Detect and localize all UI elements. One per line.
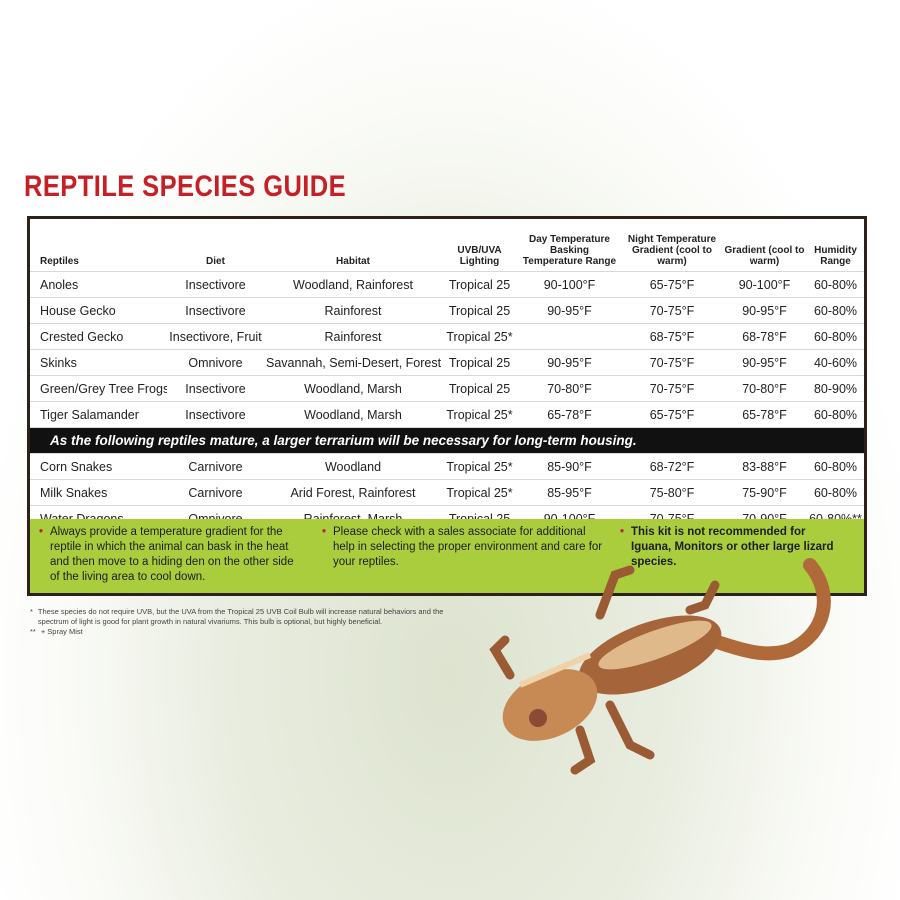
column-header: Gradient (cool to warm) bbox=[722, 219, 807, 272]
footnotes: * These species do not require UVB, but t… bbox=[30, 607, 450, 637]
footnote-mark: * bbox=[30, 607, 33, 616]
table-cell: Insectivore bbox=[167, 297, 264, 324]
table-cell: 65-75°F bbox=[622, 401, 722, 428]
footnote: * These species do not require UVB, but t… bbox=[30, 607, 450, 627]
table-cell: Woodland bbox=[264, 453, 442, 480]
table-cell: 60-80% bbox=[807, 401, 864, 428]
table-cell: 60-80% bbox=[807, 453, 864, 480]
table-cell: Insectivore bbox=[167, 271, 264, 298]
table-cell: 70-75°F bbox=[622, 375, 722, 402]
table-cell: 90-95°F bbox=[722, 349, 807, 376]
table-cell: 40-60% bbox=[807, 349, 864, 376]
column-header: Habitat bbox=[264, 219, 442, 272]
table-cell: Insectivore bbox=[167, 401, 264, 428]
table-cell: 70-80°F bbox=[722, 375, 807, 402]
table-cell: Rainforest bbox=[264, 323, 442, 350]
table-cell: Tiger Salamander bbox=[30, 401, 167, 428]
table-cell: Insectivore, Fruit bbox=[167, 323, 264, 350]
table-cell: Green/Grey Tree Frogs bbox=[30, 375, 167, 402]
table-cell: 70-80°F bbox=[517, 375, 622, 402]
table-cell: Rainforest bbox=[264, 297, 442, 324]
table-cell: 65-78°F bbox=[517, 401, 622, 428]
column-header: Diet bbox=[167, 219, 264, 272]
table-cell: Tropical 25 bbox=[442, 271, 517, 298]
table-row: Corn Snakes Carnivore Woodland Tropical 25*… bbox=[30, 453, 864, 480]
table-cell: 70-75°F bbox=[622, 297, 722, 324]
table-cell: Tropical 25 bbox=[442, 297, 517, 324]
table-cell: 83-88°F bbox=[722, 453, 807, 480]
table-cell: 90-100°F bbox=[722, 271, 807, 298]
species-table: Reptiles Diet Habitat UVB/UVA Lighting Day T… bbox=[30, 219, 864, 532]
note: Please check with a sales associate for … bbox=[313, 519, 611, 593]
footnote-text: These species do not require UVB, but th… bbox=[37, 607, 444, 626]
table-cell: 70-75°F bbox=[622, 349, 722, 376]
table-row: Milk Snakes Carnivore Arid Forest, Rainfor… bbox=[30, 479, 864, 506]
table-cell: 75-80°F bbox=[622, 479, 722, 506]
table-cell: Skinks bbox=[30, 349, 167, 376]
table-row: Skinks Omnivore Savannah, Semi-Desert, For… bbox=[30, 349, 864, 376]
table-cell: Crested Gecko bbox=[30, 323, 167, 350]
table-cell: 75-90°F bbox=[722, 479, 807, 506]
table-cell: Woodland, Rainforest bbox=[264, 271, 442, 298]
table-cell: Tropical 25* bbox=[442, 401, 517, 428]
table-cell: Woodland, Marsh bbox=[264, 375, 442, 402]
table-cell: Tropical 25* bbox=[442, 323, 517, 350]
table-cell: Carnivore bbox=[167, 453, 264, 480]
table-row: House Gecko Insectivore Rainforest Tropical… bbox=[30, 297, 864, 324]
table-cell: 60-80% bbox=[807, 297, 864, 324]
table-cell: Arid Forest, Rainforest bbox=[264, 479, 442, 506]
table-cell: 65-78°F bbox=[722, 401, 807, 428]
note: Always provide a temperature gradient fo… bbox=[30, 519, 313, 593]
table-cell: Tropical 25* bbox=[442, 479, 517, 506]
table-cell: Anoles bbox=[30, 271, 167, 298]
table-cell: 60-80% bbox=[807, 271, 864, 298]
table-cell: 85-95°F bbox=[517, 479, 622, 506]
footnote-mark: ** bbox=[30, 627, 36, 636]
table-cell: Savannah, Semi-Desert, Forest bbox=[264, 349, 442, 376]
table-cell: 90-100°F bbox=[517, 271, 622, 298]
table-cell: Milk Snakes bbox=[30, 479, 167, 506]
table-cell bbox=[517, 323, 622, 350]
table-cell: 90-95°F bbox=[517, 297, 622, 324]
table-cell: Tropical 25* bbox=[442, 453, 517, 480]
column-header: UVB/UVA Lighting bbox=[442, 219, 517, 272]
column-header: Night Temperature Gradient (cool to warm… bbox=[622, 219, 722, 272]
table-cell: House Gecko bbox=[30, 297, 167, 324]
table-cell: 65-75°F bbox=[622, 271, 722, 298]
table-cell: 60-80% bbox=[807, 323, 864, 350]
table-row: Green/Grey Tree Frogs Insectivore Woodland… bbox=[30, 375, 864, 402]
table-cell: 68-78°F bbox=[722, 323, 807, 350]
table-cell: 68-75°F bbox=[622, 323, 722, 350]
table-cell: 85-90°F bbox=[517, 453, 622, 480]
note: This kit is not recommended for Iguana, … bbox=[611, 519, 854, 593]
column-header: Day Temperature Basking Temperature Rang… bbox=[517, 219, 622, 272]
table-cell: Tropical 25 bbox=[442, 349, 517, 376]
table-cell: 80-90% bbox=[807, 375, 864, 402]
title: REPTILE SPECIES GUIDE bbox=[24, 170, 347, 203]
table-cell: 90-95°F bbox=[722, 297, 807, 324]
footnote-text: + Spray Mist bbox=[40, 627, 83, 636]
table-cell: Insectivore bbox=[167, 375, 264, 402]
table-cell: Corn Snakes bbox=[30, 453, 167, 480]
column-header: Reptiles bbox=[30, 219, 167, 272]
notes-panel: Always provide a temperature gradient fo… bbox=[30, 519, 864, 593]
table-cell: 90-95°F bbox=[517, 349, 622, 376]
table-cell: Omnivore bbox=[167, 349, 264, 376]
banner-row: As the following reptiles mature, a larg… bbox=[30, 427, 864, 454]
gecko-illustration bbox=[489, 558, 831, 775]
table-cell: 68-72°F bbox=[622, 453, 722, 480]
header-row: Reptiles Diet Habitat UVB/UVA Lighting Day T… bbox=[30, 219, 864, 272]
table-row: Crested Gecko Insectivore, Fruit Rainfores… bbox=[30, 323, 864, 350]
table-row: Anoles Insectivore Woodland, Rainforest Tro… bbox=[30, 271, 864, 298]
column-header: Humidity Range bbox=[807, 219, 864, 272]
footnote: ** + Spray Mist bbox=[30, 627, 450, 637]
table-cell: Tropical 25 bbox=[442, 375, 517, 402]
banner-text: As the following reptiles mature, a larg… bbox=[30, 427, 864, 454]
table-cell: Carnivore bbox=[167, 479, 264, 506]
table-cell: 60-80% bbox=[807, 479, 864, 506]
guide-table-box: Reptiles Diet Habitat UVB/UVA Lighting Day T… bbox=[27, 216, 867, 596]
table-cell: Woodland, Marsh bbox=[264, 401, 442, 428]
table-row: Tiger Salamander Insectivore Woodland, Mar… bbox=[30, 401, 864, 428]
